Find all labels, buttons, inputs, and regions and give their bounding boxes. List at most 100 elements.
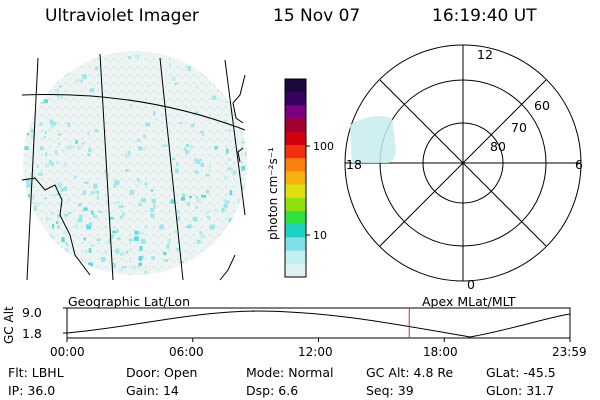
emission-pixel [230,167,233,172]
emission-pixel [83,191,86,195]
emission-pixel [87,152,91,157]
emission-pixel [140,238,146,244]
emission-pixel [63,213,69,217]
emission-pixel [195,86,199,89]
emission-pixel [129,103,133,109]
emission-pixel [175,247,181,251]
emission-pixel [233,171,237,174]
emission-pixel [195,159,201,164]
emission-pixel [226,148,229,154]
emission-pixel [144,225,149,229]
emission-pixel [68,211,72,215]
emission-pixel [154,117,158,121]
emission-pixel [171,157,176,161]
emission-pixel [40,101,44,104]
emission-pixel [180,197,185,201]
emission-pixel [59,95,64,99]
emission-pixel [145,122,151,127]
emission-pixel [90,244,95,247]
strip-left-label: Geographic Lat/Lon [68,294,190,309]
emission-pixel [124,153,130,159]
emission-pixel [112,230,117,234]
emission-pixel [75,223,79,229]
emission-pixel [96,238,101,242]
emission-pixel [214,208,218,212]
emission-pixel [143,134,146,138]
emission-pixel [83,181,89,185]
emission-pixel [36,164,39,168]
emission-pixel [82,74,87,80]
emission-pixel [187,66,192,72]
emission-pixel [88,248,92,254]
emission-pixel [44,131,47,134]
ring-label-60: 60 [534,98,550,113]
emission-pixel [67,197,70,203]
emission-pixel [214,146,218,150]
emission-pixel [171,76,176,81]
emission-pixel [186,144,189,147]
emission-pixel [177,210,180,214]
emission-pixel [177,212,181,215]
emission-pixel [195,206,198,210]
emission-pixel [206,216,211,219]
emission-pixel [188,195,192,199]
mlt-label-6: 6 [575,157,583,172]
x-tick-1200: 12:00 [298,345,333,359]
emission-pixel [205,173,210,177]
emission-pixel [196,199,201,203]
emission-pixel [218,233,222,238]
emission-pixel [89,222,93,227]
emission-pixel [38,172,43,176]
emission-pixel [129,260,132,263]
x-tick-0600: 06:00 [169,345,204,359]
strip-y-max: 9.0 [22,305,42,320]
emission-pixel [223,203,228,209]
emission-pixel [103,225,108,229]
emission-pixel [43,135,46,139]
emission-pixel [31,196,35,200]
emission-pixel [176,162,179,167]
emission-pixel [55,161,60,165]
emission-pixel [135,184,138,187]
emission-pixel [138,146,143,151]
emission-pixel [83,237,86,241]
emission-pixel [144,270,147,274]
emission-pixel [60,188,65,192]
emission-pixel [74,175,77,178]
emission-pixel [184,150,190,154]
emission-pixel [168,63,172,66]
x-tick-0000: 00:00 [50,345,85,359]
emission-pixel [100,256,106,262]
emission-pixel [151,189,154,192]
emission-pixel [200,162,205,167]
emission-pixel [127,150,131,156]
emission-pixel [78,203,82,207]
emission-pixel [81,142,85,145]
emission-pixel [50,162,55,167]
emission-pixel [236,199,242,203]
emission-pixel [223,199,226,202]
emission-pixel [89,88,95,93]
colorbar-cell [285,237,306,252]
emission-pixel [115,201,120,204]
emission-pixel [49,159,52,164]
info-flt: Flt: LBHL [8,365,64,380]
emission-pixel [227,167,231,171]
emission-pixel [119,215,123,219]
emission-pixel [98,210,103,213]
emission-pixel [199,158,203,162]
emission-pixel [30,128,35,134]
emission-pixel [26,183,32,188]
colorbar-tick-10: 10 [313,229,327,242]
emission-pixel [63,186,68,191]
emission-pixel [52,223,55,229]
emission-pixel [244,151,247,156]
colorbar-cell [285,79,306,93]
emission-pixel [45,163,49,168]
emission-pixel [187,224,193,228]
emission-pixel [59,85,62,88]
emission-pixel [194,111,199,114]
emission-pixel [226,200,230,204]
